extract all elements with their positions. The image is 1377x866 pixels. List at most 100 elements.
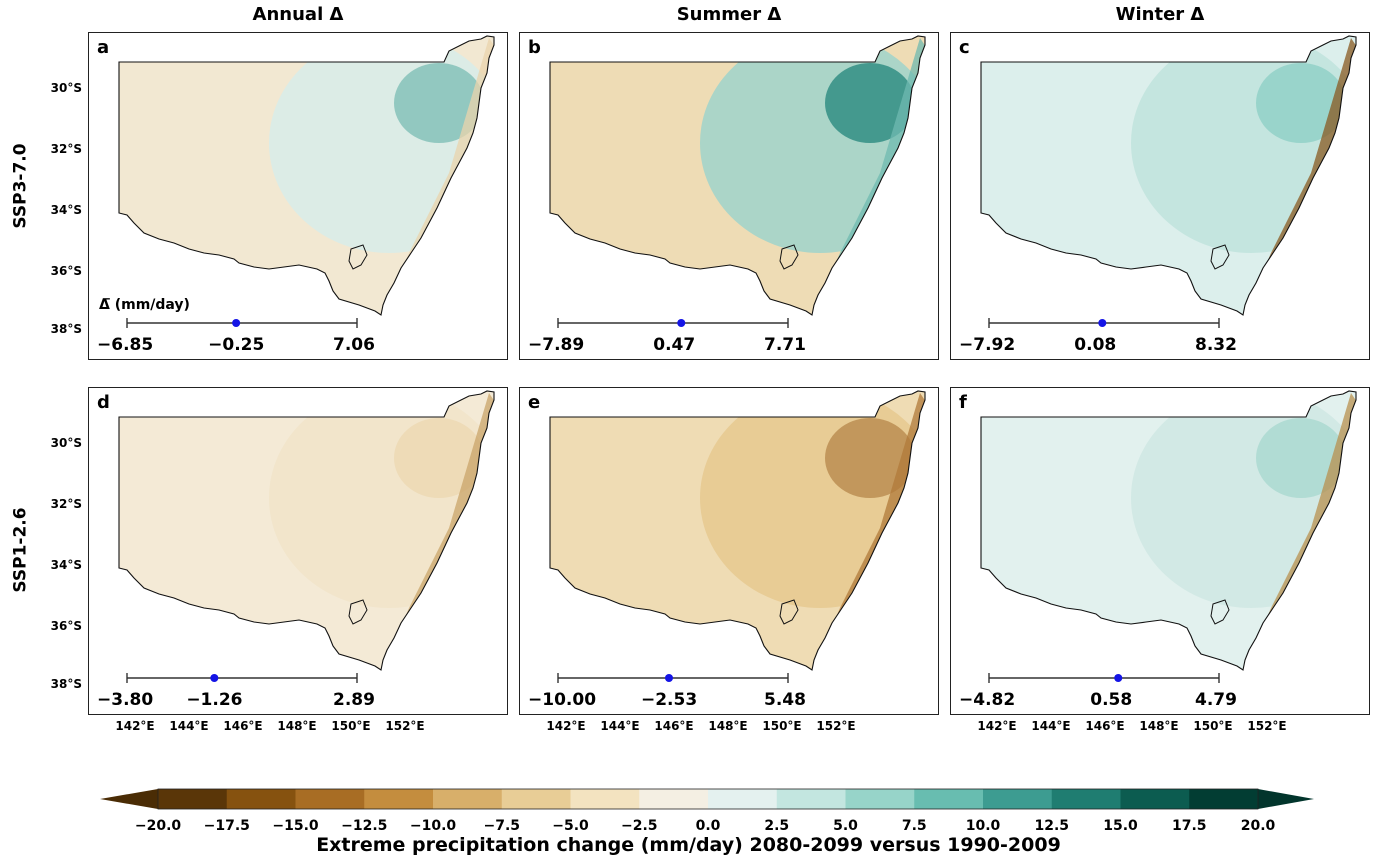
colorbar-segment [708, 789, 778, 809]
delta-axis-label: Δ̅ (mm/day) [99, 297, 190, 313]
colorbar-tick: 5.0 [833, 818, 858, 834]
colorbar-tick: 17.5 [1171, 818, 1207, 834]
colorbar-segment [776, 789, 846, 809]
lon-tick: 150°E [1193, 719, 1233, 733]
lon-tick: 144°E [1031, 719, 1071, 733]
field-east [700, 36, 925, 253]
colorbar-segment [570, 789, 640, 809]
range-mean-value: 0.08 [1074, 335, 1117, 355]
column-title-winter: Winter Δ [1115, 4, 1205, 25]
lat-tick: 34°S [50, 558, 82, 572]
state-border [980, 390, 1357, 671]
colorbar-label: Extreme precipitation change (mm/day) 20… [316, 834, 1061, 856]
lon-tick: 142°E [977, 719, 1017, 733]
range-mean-value: −0.25 [208, 335, 265, 355]
colorbar-segment [364, 789, 434, 809]
lon-tick: 152°E [816, 719, 856, 733]
range-mean-value: −1.26 [186, 690, 243, 710]
map-panel-a: a −6.85 −0.25 7.06 Δ̅ (mm/day) [88, 32, 508, 360]
lon-tick: 146°E [223, 719, 263, 733]
lon-tick: 150°E [331, 719, 371, 733]
lat-tick: 32°S [50, 497, 82, 511]
colorbar-segment [1120, 789, 1190, 809]
panel-label: a [97, 37, 110, 58]
lat-tick: 38°S [50, 677, 82, 691]
act-border [779, 244, 799, 270]
field-hotspot [825, 418, 915, 498]
colorbar-min-arrow [100, 789, 158, 809]
field-hotspot [394, 63, 484, 143]
range-min-value: −6.85 [97, 335, 154, 355]
act-border [1210, 244, 1230, 270]
lon-tick: 142°E [546, 719, 586, 733]
colorbar-tick: −10.0 [409, 818, 457, 834]
act-border [1210, 599, 1230, 625]
colorbar-tick: −20.0 [134, 818, 182, 834]
nsw-map [549, 390, 926, 683]
nsw-map [549, 35, 926, 328]
range-mean-value: 0.58 [1090, 690, 1133, 710]
colorbar-tick: −17.5 [203, 818, 250, 834]
range-min-value: −7.89 [528, 335, 585, 355]
colorbar-tick: 0.0 [695, 818, 721, 834]
colorbar-tick: −15.0 [272, 818, 319, 834]
range-min-value: −7.92 [959, 335, 1016, 355]
row-title-ssp126: SSP1-2.6 [10, 507, 31, 593]
colorbar-tick: 10.0 [965, 818, 1001, 834]
lon-tick: 148°E [708, 719, 748, 733]
colorbar-max-arrow [1258, 789, 1314, 809]
lon-tick: 144°E [169, 719, 209, 733]
colorbar-segment [433, 789, 503, 809]
colorbar-segment [1051, 789, 1121, 809]
act-border [348, 599, 368, 625]
state-border [980, 35, 1357, 316]
lon-tick: 150°E [762, 719, 802, 733]
lon-tick: 142°E [115, 719, 155, 733]
colorbar-tick: 2.5 [764, 818, 790, 834]
colorbar-segment [639, 789, 709, 809]
field-east [269, 391, 494, 608]
field-hotspot [1256, 63, 1346, 143]
nsw-map [118, 390, 495, 683]
lat-tick: 32°S [50, 142, 82, 156]
map-panel-e: e −10.00 −2.53 5.48 [519, 387, 939, 715]
colorbar-tick: 12.5 [1034, 818, 1070, 834]
colorbar-tick: −7.5 [483, 818, 521, 834]
state-border [118, 35, 495, 316]
lon-tick: 152°E [1247, 719, 1287, 733]
colorbar-tick: 7.5 [901, 818, 927, 834]
range-max-value: 2.89 [333, 690, 375, 710]
lon-tick: 146°E [654, 719, 694, 733]
field-hotspot [394, 418, 484, 498]
colorbar-tick: −2.5 [620, 818, 658, 834]
map-panel-f: f −4.82 0.58 4.79 [950, 387, 1370, 715]
nsw-map [980, 390, 1357, 683]
state-border [549, 390, 926, 671]
field-east [269, 36, 494, 253]
panel-label: d [97, 392, 110, 413]
colorbar-segment [501, 789, 571, 809]
colorbar-tick: 15.0 [1103, 818, 1138, 834]
lat-tick: 34°S [50, 203, 82, 217]
colorbar-segment [914, 789, 984, 809]
lat-tick: 36°S [50, 264, 82, 278]
act-border [348, 244, 368, 270]
colorbar-segment [845, 789, 915, 809]
colorbar-segment [1189, 789, 1259, 809]
mean-marker [677, 319, 686, 327]
field-east [1131, 36, 1356, 253]
range-max-value: 4.79 [1195, 690, 1237, 710]
panel-label: c [959, 37, 970, 58]
column-title-annual: Annual Δ [252, 4, 344, 25]
lon-tick: 152°E [385, 719, 425, 733]
state-border [549, 35, 926, 316]
colorbar-segment [226, 789, 296, 809]
mean-marker [210, 674, 219, 682]
colorbar-segment [983, 789, 1053, 809]
colorbar-segment [158, 789, 228, 809]
colorbar [100, 788, 1314, 810]
lat-tick: 38°S [50, 322, 82, 336]
column-title-summer: Summer Δ [676, 4, 782, 25]
nsw-map [118, 35, 495, 328]
colorbar-segment [295, 789, 365, 809]
